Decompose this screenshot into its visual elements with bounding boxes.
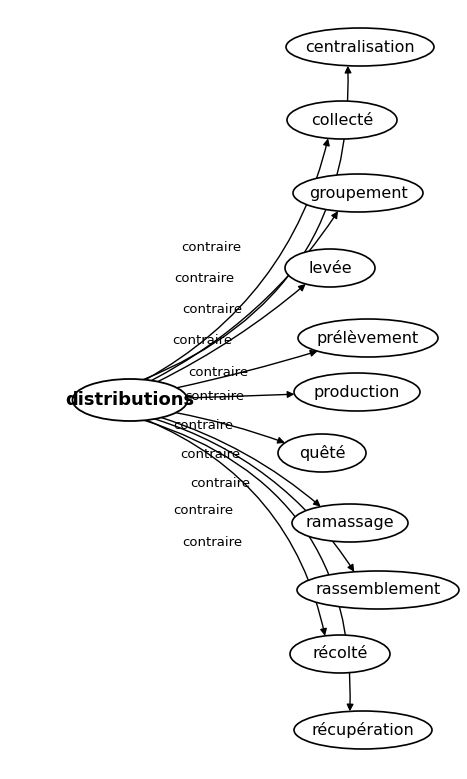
Ellipse shape [292,504,408,542]
FancyArrowPatch shape [155,419,354,570]
FancyArrowPatch shape [158,285,304,382]
FancyArrowPatch shape [147,420,326,634]
Text: rassemblement: rassemblement [315,583,441,597]
Text: collecté: collecté [311,112,373,128]
Text: distributions: distributions [65,391,195,409]
Text: production: production [314,385,400,400]
Ellipse shape [278,434,366,472]
Text: levée: levée [308,260,352,276]
Text: contraire: contraire [181,241,241,254]
Text: contraire: contraire [184,390,244,403]
Text: contraire: contraire [182,303,242,315]
Ellipse shape [293,174,423,212]
Text: groupement: groupement [309,185,407,200]
FancyArrowPatch shape [176,413,283,443]
Ellipse shape [294,373,420,411]
Text: récupération: récupération [311,722,414,738]
Text: contraire: contraire [183,536,243,549]
Ellipse shape [294,711,432,749]
Ellipse shape [298,319,438,357]
Ellipse shape [72,379,187,421]
Text: prélèvement: prélèvement [317,330,419,346]
Text: contraire: contraire [174,419,234,432]
FancyArrowPatch shape [177,351,316,388]
Ellipse shape [290,635,390,673]
Ellipse shape [286,28,434,66]
FancyArrowPatch shape [187,392,293,398]
Ellipse shape [297,571,459,609]
Ellipse shape [287,101,397,139]
Text: contraire: contraire [191,477,251,490]
FancyArrowPatch shape [162,418,319,506]
Ellipse shape [285,249,375,287]
Text: quêté: quêté [299,445,345,461]
Text: centralisation: centralisation [305,40,415,55]
FancyArrowPatch shape [143,67,351,379]
Text: contraire: contraire [174,272,234,285]
Text: contraire: contraire [188,366,248,379]
Text: contraire: contraire [173,504,234,517]
Text: ramassage: ramassage [306,516,394,530]
Text: contraire: contraire [172,334,232,347]
Text: récolté: récolté [312,647,368,661]
FancyArrowPatch shape [151,213,337,380]
FancyArrowPatch shape [145,140,329,379]
FancyArrowPatch shape [144,421,353,710]
Text: contraire: contraire [180,449,241,461]
